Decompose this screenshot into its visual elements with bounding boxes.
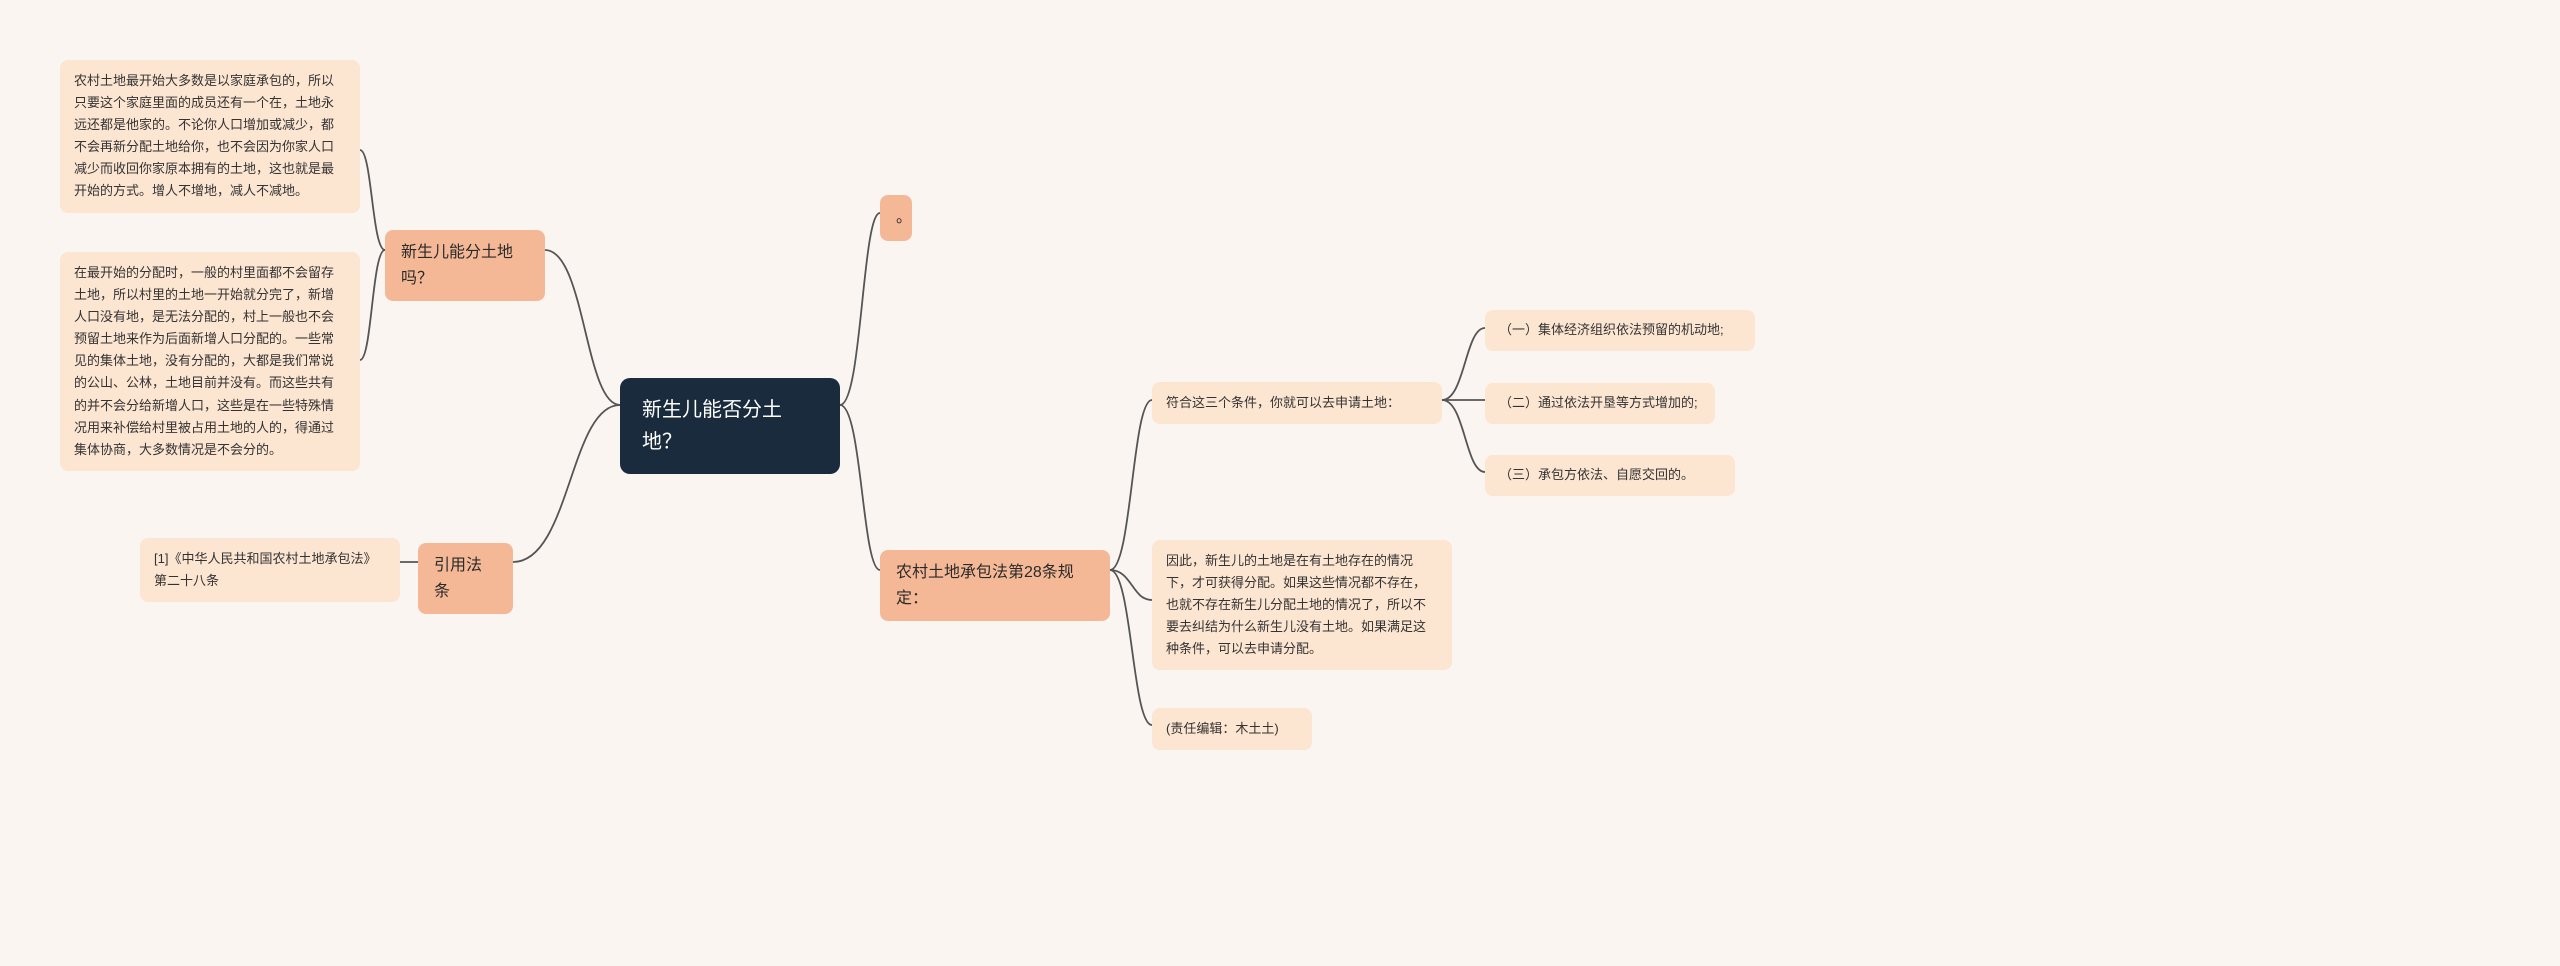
- left-branch1-label: 新生儿能分土地吗？: [401, 244, 513, 287]
- right-leaf-conclusion[interactable]: 因此，新生儿的土地是在有土地存在的情况下，才可获得分配。如果这些情况都不存在，也…: [1152, 540, 1452, 670]
- right-branch2-label: 农村土地承包法第28条规定：: [896, 564, 1074, 607]
- left-leaf-family-contract[interactable]: 农村土地最开始大多数是以家庭承包的，所以只要这个家庭里面的成员还有一个在，土地永…: [60, 60, 360, 213]
- right-leaf2-text: 因此，新生儿的土地是在有土地存在的情况下，才可获得分配。如果这些情况都不存在，也…: [1166, 553, 1426, 656]
- left-branch-newborn[interactable]: 新生儿能分土地吗？: [385, 230, 545, 301]
- right-cond1-text: （一）集体经济组织依法预留的机动地;: [1499, 322, 1724, 337]
- left-branch2-label: 引用法条: [434, 557, 482, 600]
- left-leaf1a-text: 农村土地最开始大多数是以家庭承包的，所以只要这个家庭里面的成员还有一个在，土地永…: [74, 73, 334, 198]
- right-sub-three-conditions[interactable]: 符合这三个条件，你就可以去申请土地：: [1152, 382, 1442, 424]
- left-leaf-no-reserve[interactable]: 在最开始的分配时，一般的村里面都不会留存土地，所以村里的土地一开始就分完了，新增…: [60, 252, 360, 471]
- left-branch-citation[interactable]: 引用法条: [418, 543, 513, 614]
- right-branch-article28[interactable]: 农村土地承包法第28条规定：: [880, 550, 1110, 621]
- left-leaf2a-text: [1]《中华人民共和国农村土地承包法》第二十八条: [154, 551, 376, 588]
- root-label: 新生儿能否分土地？: [642, 399, 782, 453]
- right-cond3-text: （三）承包方依法、自愿交回的。: [1499, 467, 1694, 482]
- right-branch-dot[interactable]: 。: [880, 195, 912, 241]
- right-cond2-text: （二）通过依法开垦等方式增加的;: [1499, 395, 1698, 410]
- right-cond-3[interactable]: （三）承包方依法、自愿交回的。: [1485, 455, 1735, 496]
- left-leaf1b-text: 在最开始的分配时，一般的村里面都不会留存土地，所以村里的土地一开始就分完了，新增…: [74, 265, 334, 457]
- right-leaf-editor[interactable]: (责任编辑：木土土): [1152, 708, 1312, 750]
- left-leaf-citation[interactable]: [1]《中华人民共和国农村土地承包法》第二十八条: [140, 538, 400, 602]
- right-cond-1[interactable]: （一）集体经济组织依法预留的机动地;: [1485, 310, 1755, 351]
- root-node[interactable]: 新生儿能否分土地？: [620, 378, 840, 474]
- right-cond-2[interactable]: （二）通过依法开垦等方式增加的;: [1485, 383, 1715, 424]
- right-branch1-label: 。: [896, 209, 912, 226]
- right-leaf3-text: (责任编辑：木土土): [1166, 721, 1279, 736]
- connector-lines: [0, 0, 2560, 966]
- right-sub1-label: 符合这三个条件，你就可以去申请土地：: [1166, 395, 1400, 410]
